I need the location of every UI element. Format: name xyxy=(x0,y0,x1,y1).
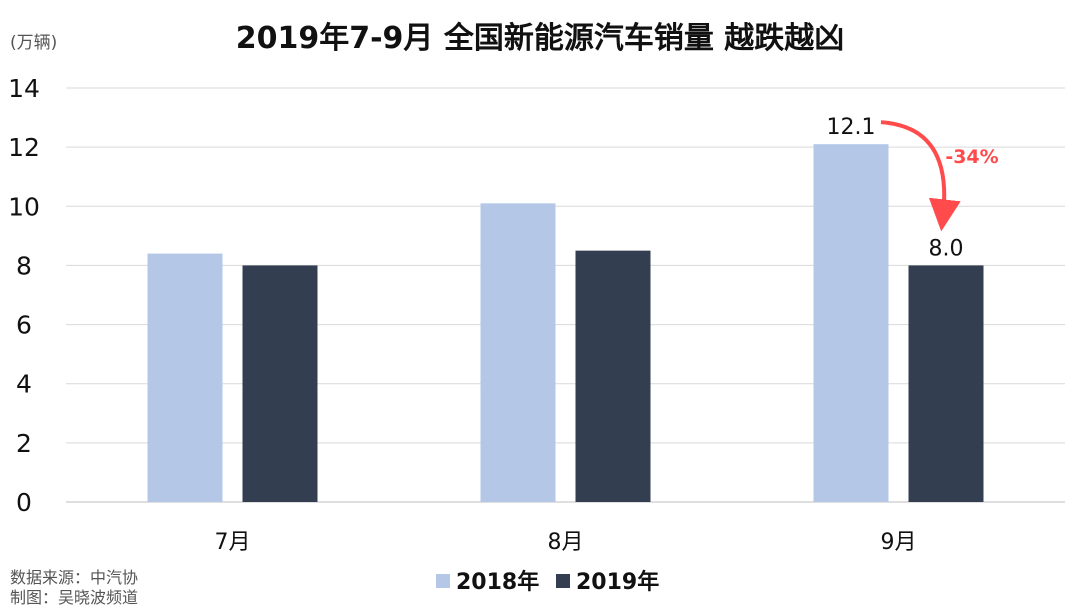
y-tick-label: 4 xyxy=(16,370,32,399)
unit-label: (万辆) xyxy=(10,33,57,53)
x-tick-label: 9月 xyxy=(881,530,917,555)
bar-2019年-9月 xyxy=(908,265,984,502)
gridlines xyxy=(66,87,1065,503)
data-label: 12.1 xyxy=(827,115,876,140)
bar-2019年-7月 xyxy=(242,265,318,502)
data-label: 8.0 xyxy=(929,236,964,261)
legend-swatch xyxy=(556,574,570,588)
y-tick-label: 10 xyxy=(8,192,40,221)
legend-label: 2018年 xyxy=(456,569,539,595)
bar-2018年-7月 xyxy=(147,253,223,502)
y-tick-label: 12 xyxy=(8,133,40,162)
bar-2019年-8月 xyxy=(575,250,651,502)
change-percent-label: -34% xyxy=(945,146,998,168)
chart-title: 2019年7-9月 全国新能源汽车销量 越跌越凶 xyxy=(236,21,845,56)
bars xyxy=(147,144,984,503)
y-tick-label: 14 xyxy=(8,74,40,103)
x-tick-label: 8月 xyxy=(548,530,584,555)
source-line: 数据来源：中汽协 xyxy=(10,568,138,587)
legend-swatch xyxy=(436,574,450,588)
bar-2018年-9月 xyxy=(813,144,889,502)
data-labels: 12.1 8.0 xyxy=(827,115,964,261)
change-annotation: -34% xyxy=(880,120,999,232)
y-tick-label: 2 xyxy=(16,429,32,458)
y-tick-label: 6 xyxy=(16,311,32,340)
x-tick-label: 7月 xyxy=(215,530,251,555)
credit-line: 制图：吴晓波频道 xyxy=(10,588,138,607)
legend-label: 2019年 xyxy=(576,569,659,595)
x-axis-ticks: 7月 8月 9月 xyxy=(215,530,917,555)
y-tick-label: 8 xyxy=(16,251,32,280)
bar-2018年-8月 xyxy=(480,203,556,503)
decline-arrow-icon xyxy=(880,120,961,232)
y-axis-ticks: 0 2 4 6 8 10 12 14 xyxy=(8,74,40,517)
legend: 2018年 2019年 xyxy=(436,569,659,595)
y-tick-label: 0 xyxy=(16,488,32,517)
